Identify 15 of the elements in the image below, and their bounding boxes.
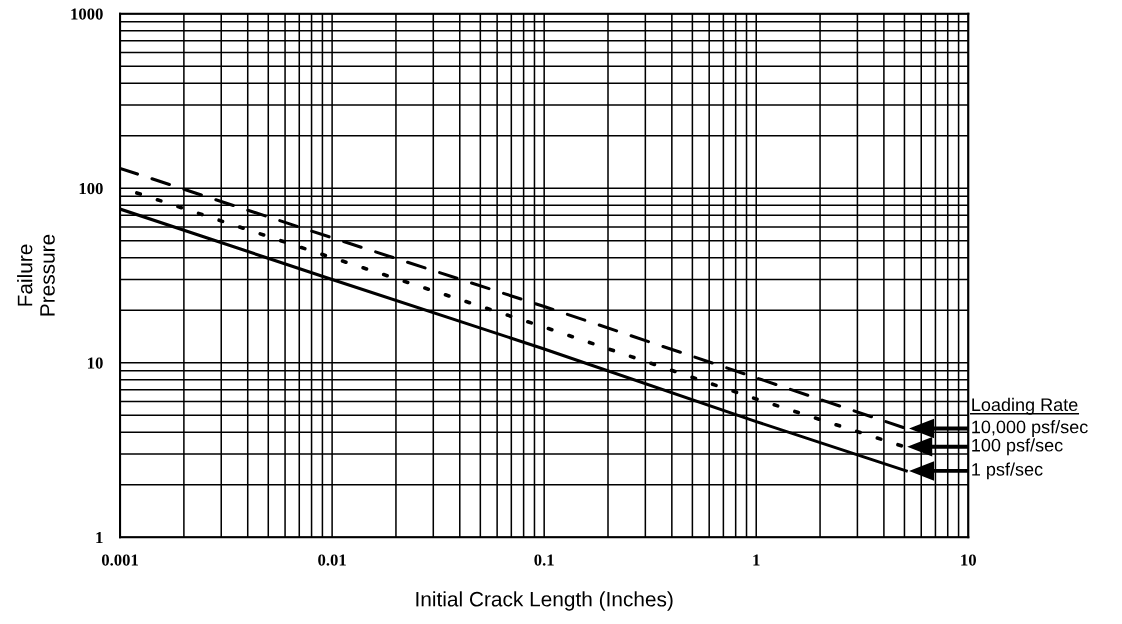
y-tick-label: 100: [79, 182, 103, 195]
x-tick-label: 1: [753, 554, 760, 566]
y-tick-label: 10: [88, 357, 103, 369]
y-axis-title: Failure Pressure: [17, 234, 55, 316]
x-tick-label: 0.1: [534, 554, 554, 566]
x-tick-label: 10: [961, 554, 976, 566]
x-tick-label: 0.01: [318, 554, 346, 566]
legend-label: 10,000 psf/sec: [972, 420, 1088, 437]
legend-title: Loading Rate: [972, 397, 1078, 415]
legend-label: 1 psf/sec: [972, 462, 1043, 480]
x-tick-label: 0.001: [101, 554, 138, 566]
legend-label: 100 psf/sec: [972, 438, 1063, 456]
y-tick-label: 1000: [71, 8, 103, 20]
y-tick-label: 1: [96, 532, 103, 544]
x-axis-title: Initial Crack Length (Inches): [416, 591, 673, 611]
